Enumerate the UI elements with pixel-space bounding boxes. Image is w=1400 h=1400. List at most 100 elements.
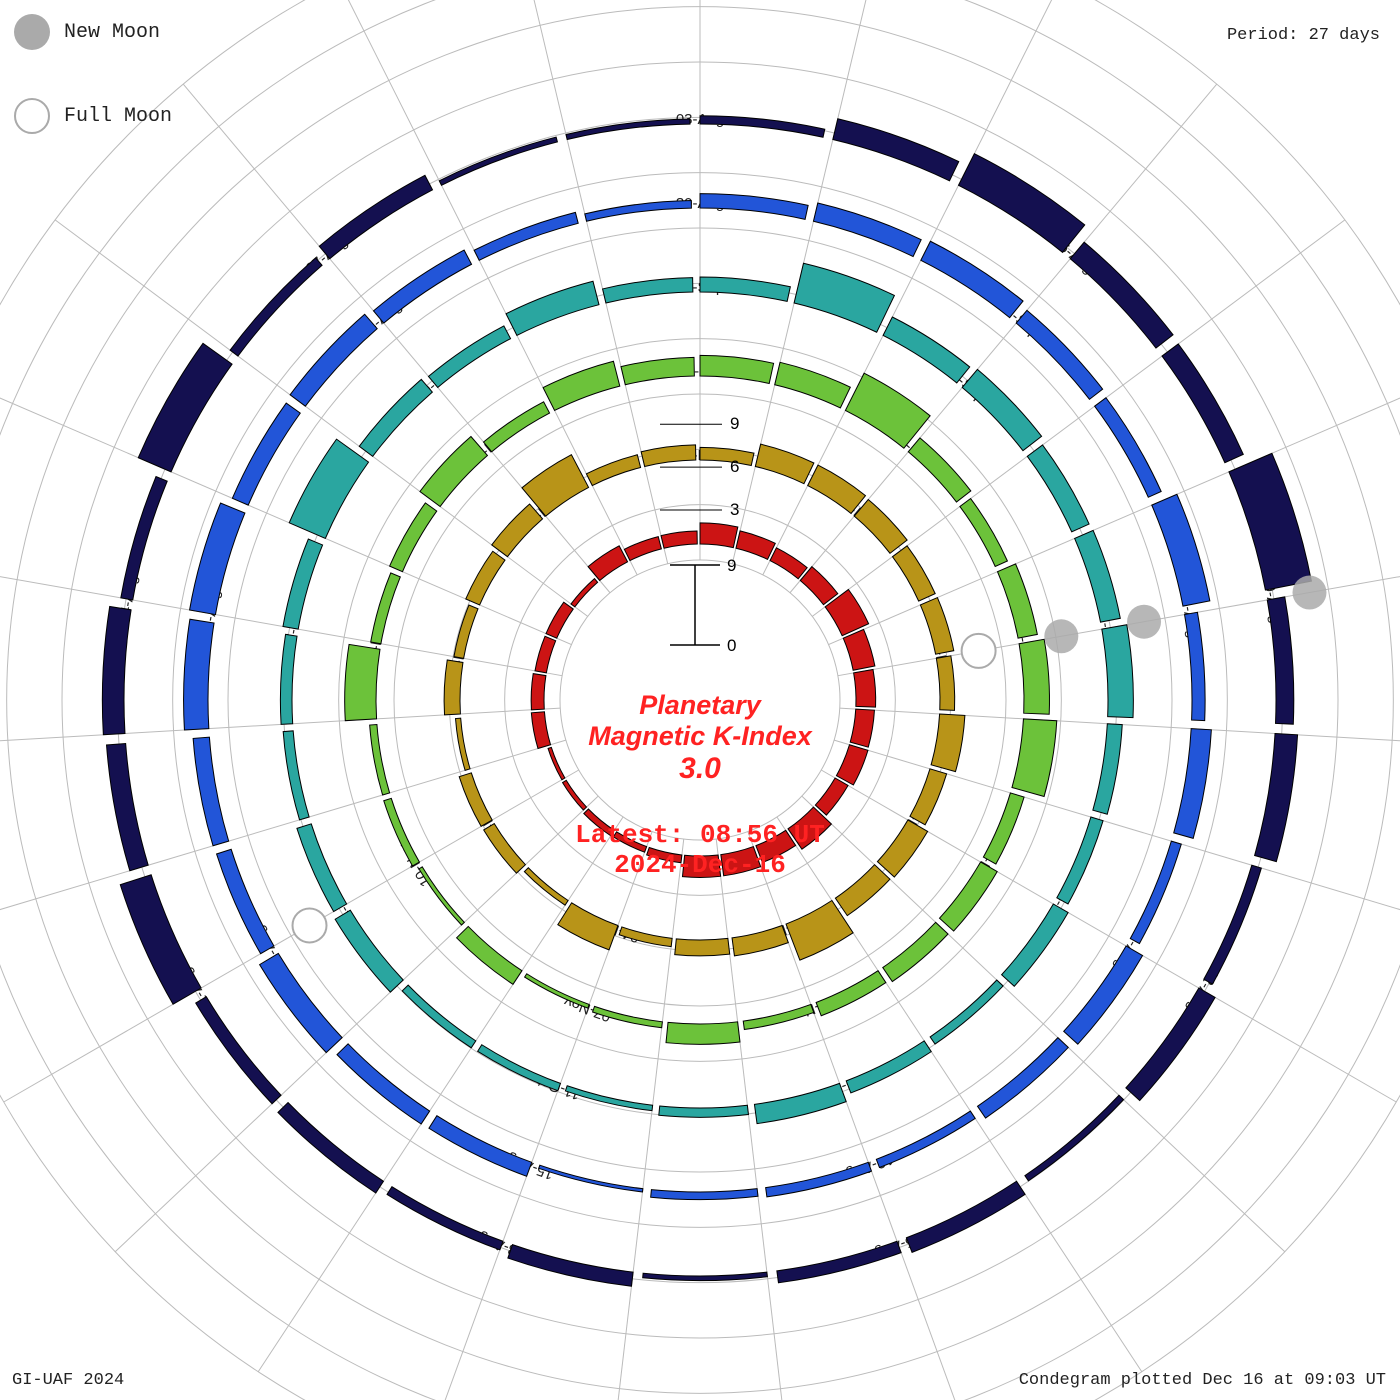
k-index-bar [359,379,432,456]
k-index-bar [1093,724,1122,814]
k-index-bar [603,278,693,303]
scale-tick-label: 6 [730,457,739,476]
k-index-bar [1255,733,1298,861]
k-index-bar [661,531,697,548]
k-index-bar [736,531,775,559]
k-index-bar [232,403,300,505]
legend-full-moon: Full Moon [14,98,172,134]
k-index-bar [297,824,347,912]
k-index-bar [659,1105,749,1117]
center-scale-bar: 90 [670,556,736,655]
k-index-bar [643,1272,768,1281]
k-index-bar [931,714,965,772]
k-index-bar [230,258,322,356]
k-index-bar [845,373,930,448]
k-index-bar [290,314,377,406]
k-index-bar [1174,729,1212,839]
k-index-bar [1152,494,1210,606]
k-index-bar [893,546,936,601]
k-index-bar [1057,817,1103,904]
k-index-bar [337,1044,430,1124]
k-index-bar [983,793,1024,864]
k-index-bar [586,455,640,486]
k-index-bar [1126,988,1215,1101]
full-moon-icon [14,98,50,134]
k-index-bar [184,619,215,730]
k-index-bar [484,402,550,452]
k-index-bar [289,439,368,538]
k-index-bar [700,194,808,220]
k-index-bar [930,980,1003,1044]
svg-text:0: 0 [727,636,736,655]
k-index-bar [278,1103,384,1193]
legend-block: New Moon Full Moon [14,14,172,134]
k-index-bar [1075,530,1121,622]
scale-tick-label: 9 [730,414,739,433]
k-index-bar [906,1181,1025,1252]
title-line1: Planetary [490,690,910,721]
k-index-bar [816,971,886,1016]
k-index-bar [190,503,245,615]
k-index-bar [621,357,694,384]
k-index-bar [813,203,921,257]
k-index-bar [217,849,274,953]
condegram-root: 19-Nov22-Nov25-Nov28-Nov01-Dec04-Dec07-D… [0,0,1400,1400]
center-latest-text: Latest: 08:56 UT 2024-Dec-16 [490,820,910,880]
k-index-bar [196,997,281,1104]
k-index-bar [651,1189,758,1200]
k-index-bar [921,241,1023,317]
k-index-bar [1002,904,1069,986]
center-title-text: Planetary Magnetic K-Index 3.0 [490,690,910,786]
k-index-bar [444,660,463,715]
k-index-bar [571,579,598,607]
k-index-bar [777,1241,901,1283]
k-index-bar [883,317,970,383]
k-index-bar [910,769,947,825]
k-index-bar [883,922,948,981]
k-index-bar [1064,946,1143,1044]
k-index-bar [1130,841,1181,943]
full-moon-marker [962,634,996,668]
k-index-bar [920,598,953,655]
k-index-bar [439,137,557,185]
k-index-bar [1102,625,1134,718]
k-index-value: 3.0 [490,752,910,786]
k-index-bar [666,1022,740,1045]
k-index-bar [419,867,464,925]
footer-right-label: Condegram plotted Dec 16 at 09:03 UT [1019,1371,1386,1390]
k-index-bar [959,154,1085,253]
new-moon-marker [1127,605,1161,639]
legend-new-moon-label: New Moon [64,21,160,44]
k-index-bar [1012,719,1057,797]
new-moon-marker [1292,576,1326,610]
k-index-bar [908,438,971,502]
k-index-bar [193,737,229,846]
k-index-bar [700,523,738,548]
k-index-bar [543,361,620,410]
k-index-bar [1162,344,1243,463]
k-index-bar [1019,639,1049,714]
new-moon-marker [1044,619,1078,653]
k-index-bar [775,362,851,408]
latest-line2: 2024-Dec-16 [490,850,910,880]
period-label: Period: 27 days [1227,26,1380,45]
k-index-bar [794,263,894,332]
k-index-bar [1025,1095,1124,1181]
k-index-bar [335,910,403,992]
k-index-bar [373,250,471,323]
k-index-bar [429,1116,532,1177]
footer-left-label: GI-UAF 2024 [12,1371,124,1390]
k-index-bar [1267,597,1294,724]
k-index-bar [588,546,627,581]
k-index-bar [558,903,618,950]
latest-line1: Latest: 08:56 UT [490,820,910,850]
k-index-bar [960,499,1008,567]
k-index-bar [387,1187,503,1250]
k-index-bar [833,119,959,181]
k-index-bar [800,567,838,605]
k-index-bar [843,629,875,670]
k-index-bar [846,1041,931,1093]
k-index-bar [474,212,578,260]
k-index-bar [319,175,432,258]
k-index-bar [1027,445,1089,532]
